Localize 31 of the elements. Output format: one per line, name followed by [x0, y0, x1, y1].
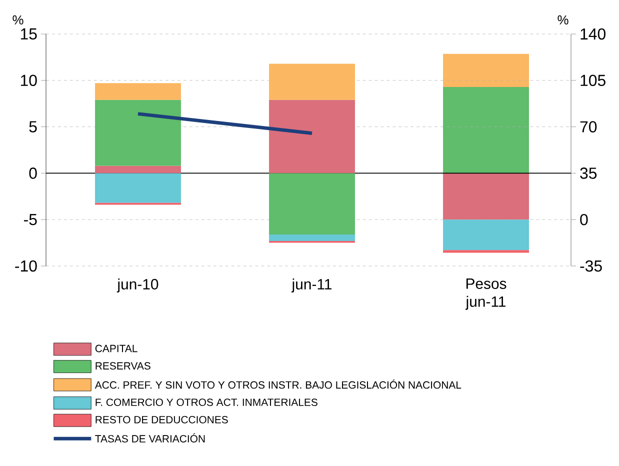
y2-tick-label: 70	[580, 121, 597, 132]
bar	[95, 166, 181, 174]
x-tick-label: Pesos jun-11	[465, 278, 506, 310]
y-tick-label: -5	[24, 214, 37, 226]
bar	[95, 83, 181, 100]
y-tick-label: 0	[29, 168, 37, 179]
y-tick-label: -10	[15, 260, 37, 272]
y-axis-title: %	[12, 15, 24, 24]
legend-label: TASAS DE VARIACIÓN	[95, 433, 205, 442]
bar	[269, 234, 355, 241]
y2-tick-label: 140	[580, 28, 606, 40]
y2-tick-label: -35	[580, 260, 602, 272]
legend-label: CAPITAL	[95, 344, 138, 352]
y2-tick-label: 0	[580, 214, 588, 226]
y2-axis-title: %	[558, 15, 568, 24]
y2-tick-label: 105	[580, 74, 606, 86]
bar	[95, 100, 181, 166]
bar	[269, 100, 355, 174]
y2-tick-label: 35	[580, 168, 597, 179]
y-tick-label: 5	[29, 121, 37, 132]
bar	[95, 173, 181, 203]
legend-label: F. COMERCIO Y OTROS ACT. INMATERIALES	[96, 398, 318, 406]
legend-label: RESERVAS	[96, 362, 150, 370]
legend-label: ACC. PREF. Y SIN VOTO Y OTROS INSTR. BAJO LEGISLACIÓN NACIONAL	[94, 380, 462, 389]
x-tick-label: jun-11	[291, 278, 332, 292]
y-tick-label: 15	[20, 28, 37, 40]
bar	[269, 64, 355, 100]
bar	[269, 173, 355, 234]
x-tick-label: jun-10	[116, 278, 158, 292]
legend-label: RESTO DE DEDUCCIONES	[96, 416, 228, 424]
y-tick-label: 10	[20, 74, 37, 86]
